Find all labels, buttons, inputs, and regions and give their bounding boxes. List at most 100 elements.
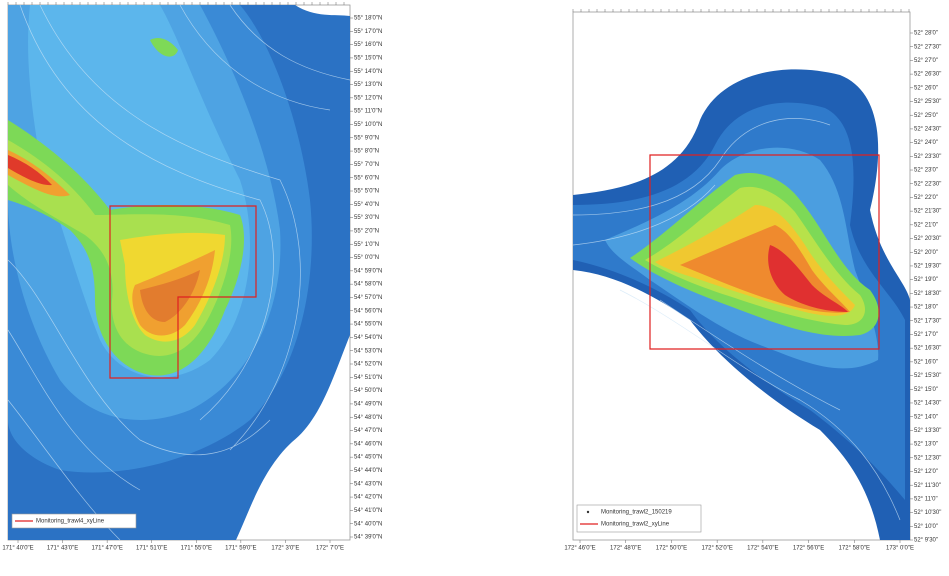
x-tick-label: 172° 58'0"E xyxy=(839,546,870,552)
legend-label: Monitoring_trawl4_xyLine xyxy=(36,519,105,525)
y-tick-label: 52° 18'0" xyxy=(914,305,938,311)
y-tick-label: 52° 21'30" xyxy=(914,209,941,215)
y-tick-label: 55° 5'0"N xyxy=(354,189,379,195)
y-tick-label: 55° 3'0"N xyxy=(354,215,379,221)
y-tick-label: 54° 59'0"N xyxy=(354,268,382,274)
x-tick-label: 171° 43'0"E xyxy=(47,546,78,552)
y-tick-label: 54° 57'0"N xyxy=(354,295,382,301)
y-tick-label: 52° 20'30" xyxy=(914,236,941,242)
legend-label: Monitoring_trawl2_150219 xyxy=(601,510,672,516)
y-tick-label: 55° 7'0"N xyxy=(354,162,379,168)
y-tick-label: 52° 10'0" xyxy=(914,524,938,530)
y-tick-label: 54° 55'0"N xyxy=(354,322,382,328)
y-tick-label: 55° 1'0"N xyxy=(354,242,379,248)
x-tick-label: 172° 50'0"E xyxy=(656,546,687,552)
y-tick-label: 55° 11'0"N xyxy=(354,109,382,115)
y-tick-label: 52° 25'0" xyxy=(914,113,938,119)
y-tick-label: 52° 12'30" xyxy=(914,455,941,461)
y-tick-label: 52° 13'0" xyxy=(914,442,938,448)
y-tick-label: 52° 14'0" xyxy=(914,414,938,420)
y-tick-label: 52° 12'0" xyxy=(914,469,938,475)
y-tick-label: 52° 10'30" xyxy=(914,510,941,516)
y-tick-label: 54° 49'0"N xyxy=(354,402,382,408)
y-tick-label: 54° 50'0"N xyxy=(354,388,382,394)
y-tick-label: 55° 12'0"N xyxy=(354,95,382,101)
y-tick-label: 52° 19'0" xyxy=(914,277,938,283)
legend-label: Monitoring_trawl2_xyLine xyxy=(601,522,670,528)
y-tick-label: 54° 51'0"N xyxy=(354,375,382,381)
y-tick-label: 54° 56'0"N xyxy=(354,308,382,314)
y-tick-label: 52° 14'30" xyxy=(914,401,941,407)
y-tick-label: 55° 14'0"N xyxy=(354,69,382,75)
y-tick-label: 52° 17'0" xyxy=(914,332,938,338)
x-tick-label: 172° 7'0"E xyxy=(316,546,344,552)
y-tick-label: 52° 11'0" xyxy=(914,496,938,502)
y-tick-label: 52° 22'30" xyxy=(914,181,941,187)
y-tick-label: 52° 24'0" xyxy=(914,140,938,146)
y-tick-label: 52° 19'30" xyxy=(914,264,941,270)
y-tick-label: 54° 45'0"N xyxy=(354,455,382,461)
y-tick-label: 54° 40'0"N xyxy=(354,521,382,527)
y-tick-label: 52° 13'30" xyxy=(914,428,941,434)
y-tick-label: 54° 58'0"N xyxy=(354,282,382,288)
y-tick-label: 54° 52'0"N xyxy=(354,362,382,368)
y-tick-label: 52° 17'30" xyxy=(914,318,941,324)
x-tick-label: 171° 47'0"E xyxy=(91,546,122,552)
y-tick-label: 52° 27'0" xyxy=(914,58,938,64)
y-tick-label: 54° 42'0"N xyxy=(354,495,382,501)
y-tick-label: 55° 18'0"N xyxy=(354,16,382,22)
x-tick-label: 171° 40'0"E xyxy=(2,546,33,552)
y-tick-label: 55° 4'0"N xyxy=(354,202,379,208)
x-tick-label: 172° 54'0"E xyxy=(747,546,778,552)
y-tick-label: 55° 10'0"N xyxy=(354,122,382,128)
y-tick-label: 54° 43'0"N xyxy=(354,481,382,487)
y-tick-label: 52° 11'30" xyxy=(914,483,941,489)
right-map xyxy=(572,11,911,541)
y-tick-label: 54° 41'0"N xyxy=(354,508,382,514)
x-tick-label: 172° 3'0"E xyxy=(271,546,299,552)
y-tick-label: 52° 28'0" xyxy=(914,31,938,37)
y-tick-label: 54° 46'0"N xyxy=(354,441,382,447)
x-tick-label: 172° 52'0"E xyxy=(701,546,732,552)
x-tick-label: 171° 51'0"E xyxy=(136,546,167,552)
y-tick-label: 52° 16'30" xyxy=(914,346,941,352)
y-tick-label: 52° 24'30" xyxy=(914,126,941,132)
y-tick-label: 55° 2'0"N xyxy=(354,229,379,235)
y-tick-label: 52° 23'0" xyxy=(914,168,938,174)
y-tick-label: 52° 15'0" xyxy=(914,387,938,393)
y-tick-label: 55° 15'0"N xyxy=(354,56,382,62)
x-tick-label: 171° 59'0"E xyxy=(225,546,256,552)
y-tick-label: 52° 15'30" xyxy=(914,373,941,379)
y-tick-label: 52° 26'0" xyxy=(914,85,938,91)
y-tick-label: 52° 21'0" xyxy=(914,222,938,228)
y-tick-label: 55° 8'0"N xyxy=(354,149,379,155)
y-tick-label: 54° 48'0"N xyxy=(354,415,382,421)
y-tick-label: 52° 9'30" xyxy=(914,538,938,544)
y-tick-label: 52° 18'30" xyxy=(914,291,941,297)
y-tick-label: 55° 17'0"N xyxy=(354,29,382,35)
y-tick-label: 52° 25'30" xyxy=(914,99,941,105)
y-tick-label: 54° 44'0"N xyxy=(354,468,382,474)
x-tick-label: 172° 48'0"E xyxy=(610,546,641,552)
y-tick-label: 55° 0'0"N xyxy=(354,255,379,261)
y-tick-label: 52° 27'30" xyxy=(914,44,941,50)
y-tick-label: 55° 13'0"N xyxy=(354,82,382,88)
left-map xyxy=(7,4,351,541)
y-tick-label: 55° 16'0"N xyxy=(354,42,382,48)
y-tick-label: 54° 47'0"N xyxy=(354,428,382,434)
y-tick-label: 54° 53'0"N xyxy=(354,348,382,354)
y-tick-label: 55° 9'0"N xyxy=(354,135,379,141)
y-tick-label: 52° 20'0" xyxy=(914,250,938,256)
y-tick-label: 52° 26'30" xyxy=(914,72,941,78)
x-tick-label: 172° 56'0"E xyxy=(793,546,824,552)
y-tick-label: 52° 22'0" xyxy=(914,195,938,201)
y-tick-label: 54° 39'0"N xyxy=(354,535,382,541)
y-tick-label: 52° 23'30" xyxy=(914,154,941,160)
y-tick-label: 55° 6'0"N xyxy=(354,175,379,181)
x-tick-label: 173° 0'0"E xyxy=(886,546,914,552)
y-tick-label: 52° 16'0" xyxy=(914,359,938,365)
x-tick-label: 172° 46'0"E xyxy=(564,546,595,552)
x-tick-label: 171° 55'0"E xyxy=(181,546,212,552)
y-tick-label: 54° 54'0"N xyxy=(354,335,382,341)
